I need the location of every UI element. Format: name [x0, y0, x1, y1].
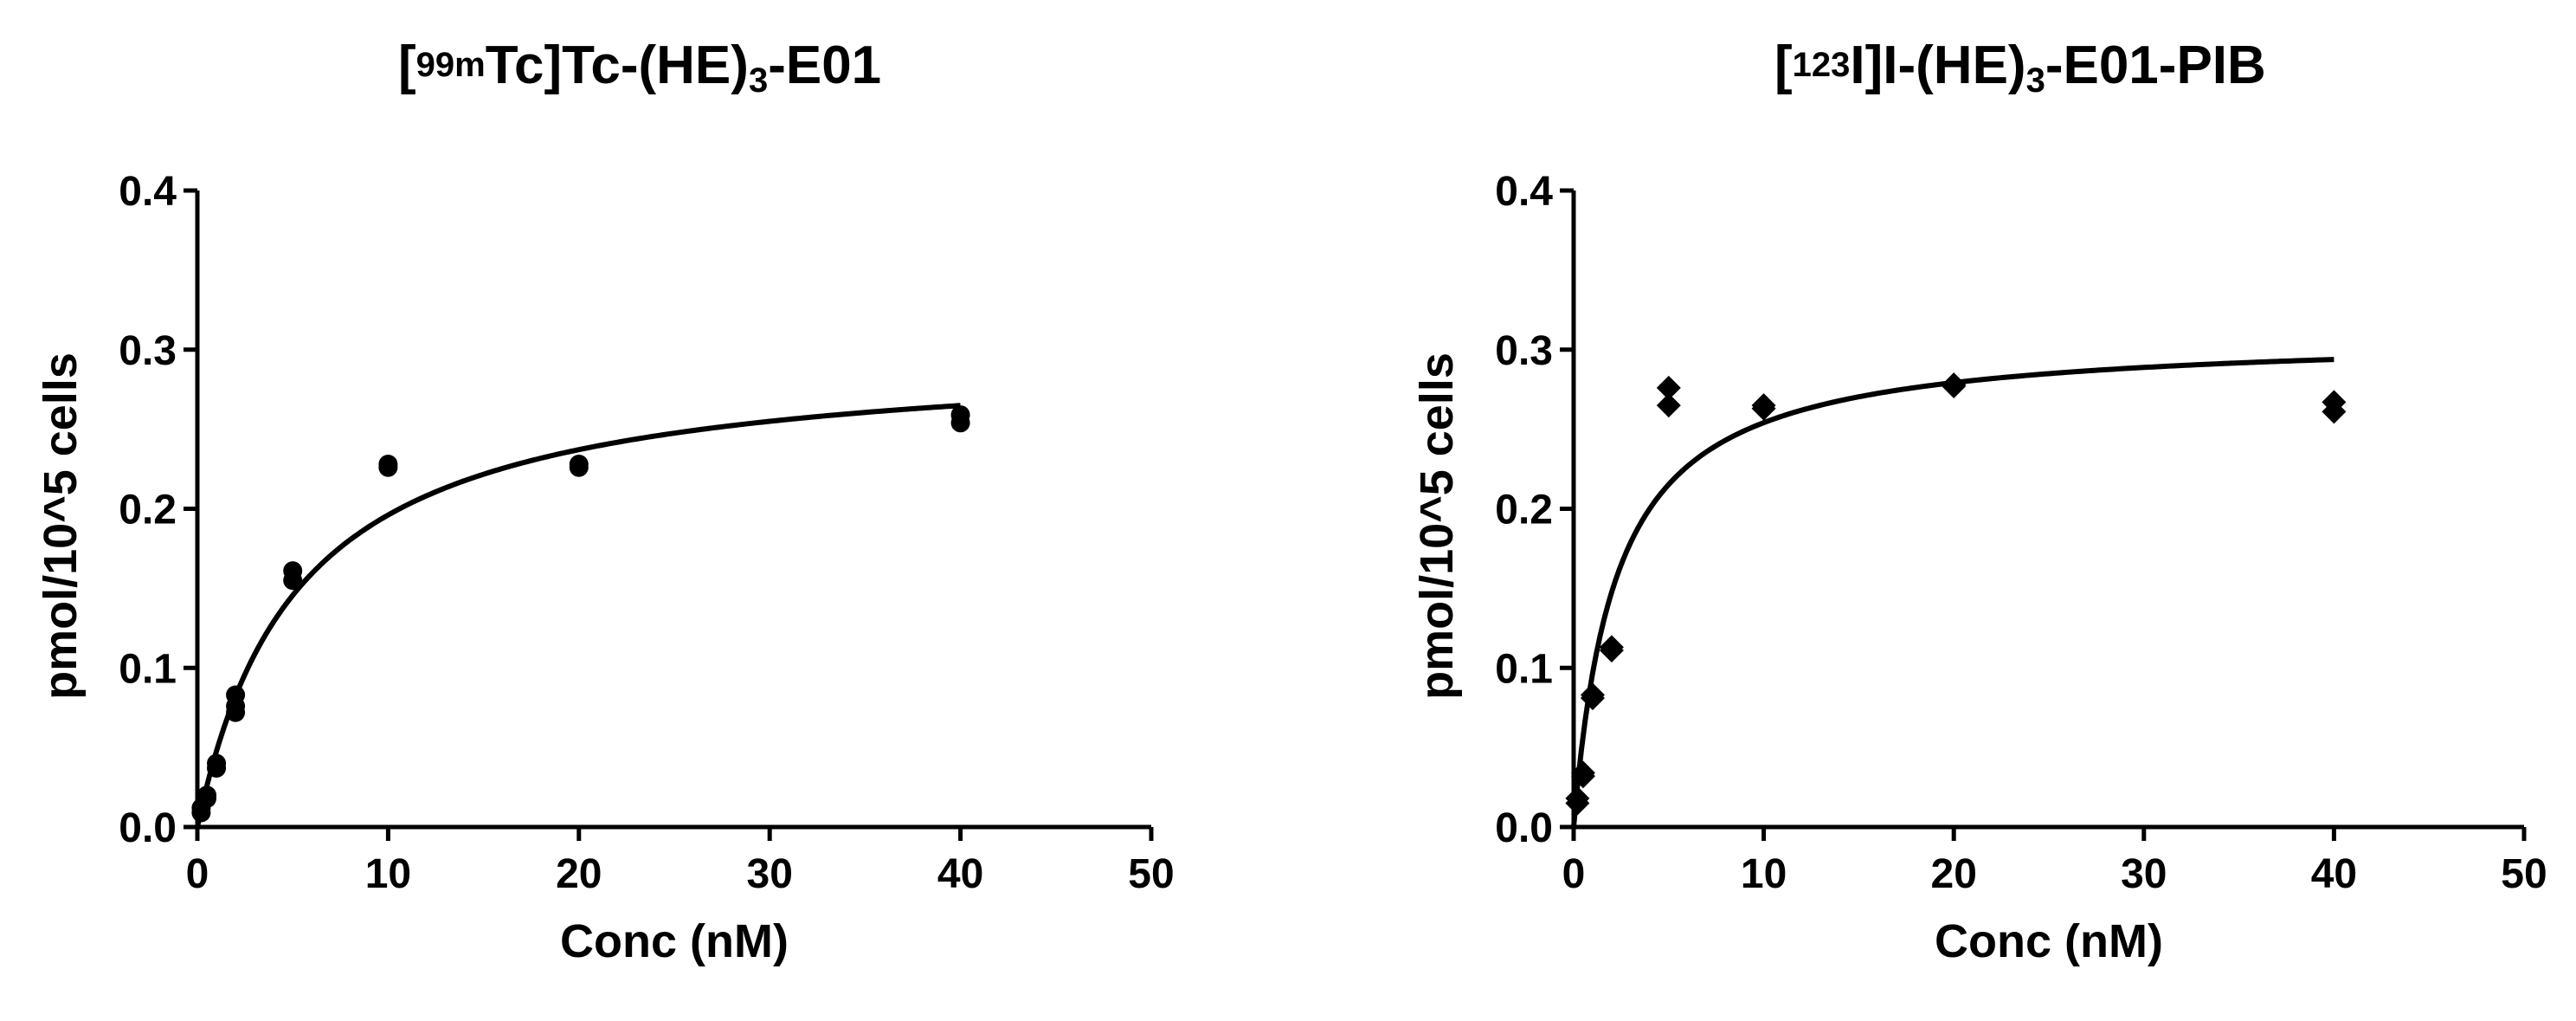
data-point-diamond: [1599, 635, 1624, 660]
title-main: I]I-(HE): [1850, 36, 2026, 95]
fit-curve: [195, 403, 961, 828]
y-tick-label: 0.4: [119, 169, 177, 215]
x-tick-label: 10: [1741, 851, 1787, 897]
x-axis-label: Conc (nM): [560, 915, 789, 967]
chart-panel-left: [99mTc]Tc-(HE)3-E01 0.0 0.1 0.2 0.3 0.4 0 10 20…: [0, 0, 1281, 1021]
y-tick-label: 0.4: [1495, 169, 1553, 215]
fit-curve: [1571, 357, 2334, 828]
y-tick-label: 0.3: [119, 328, 177, 374]
x-tick-label: 50: [2501, 851, 2547, 897]
y-tick-label: 0.2: [1495, 488, 1553, 533]
data-point-diamond: [1580, 682, 1605, 708]
chart-svg: 0.0 0.1 0.2 0.3 0.4 0 10 20 30 40 50 Conc (nM) pmol/…: [35, 169, 1175, 967]
x-tick-label: 40: [2311, 851, 2357, 897]
x-tick-label: 40: [937, 851, 983, 897]
x-tick-label: 0: [186, 851, 209, 897]
x-tick-label: 20: [1931, 851, 1977, 897]
data-point-circle: [197, 785, 217, 805]
data-point-diamond: [1570, 760, 1595, 785]
title-suffix: -E01: [768, 36, 882, 95]
title-prefix: [: [1774, 36, 1793, 95]
y-tick-label: 0.3: [1495, 328, 1553, 374]
x-tick-label: 0: [1562, 851, 1586, 897]
data-point-diamond: [1942, 372, 1967, 397]
y-axis-label: pmol/10^5 cells: [1411, 352, 1463, 700]
data-point-circle: [226, 685, 246, 705]
data-point-circle: [569, 455, 589, 475]
y-tick-label: 0.1: [119, 646, 177, 692]
data-point-diamond: [1656, 393, 1681, 418]
y-tick-label: 0.0: [1495, 805, 1553, 851]
x-tick-label: 30: [2121, 851, 2167, 897]
data-point-diamond: [1751, 393, 1776, 418]
title-superscript: 99m: [415, 46, 486, 84]
x-axis-label: Conc (nM): [1935, 915, 2163, 967]
chart-title: [123I]I-(HE)3-E01-PIB: [1774, 35, 2266, 100]
data-point-diamond: [2322, 390, 2347, 415]
chart-panel-right: [123I]I-(HE)3-E01-PIB 0.0 0.1 0.2 0.3 0.4 0 10…: [1298, 0, 2576, 1021]
y-tick-label: 0.2: [119, 488, 177, 533]
y-axis-label: pmol/10^5 cells: [35, 352, 87, 700]
y-tick-label: 0.0: [119, 805, 177, 851]
chart-title: [99mTc]Tc-(HE)3-E01: [398, 35, 882, 100]
data-point-circle: [207, 753, 227, 773]
chart-svg: 0.0 0.1 0.2 0.3 0.4 0 10 20 30 40 50 Conc (nM) pmol/…: [1411, 169, 2547, 967]
x-tick-label: 10: [365, 851, 411, 897]
x-tick-label: 20: [556, 851, 602, 897]
data-point-circle: [378, 455, 398, 475]
title-prefix: [: [398, 36, 416, 95]
title-subscript: 3: [2025, 61, 2045, 100]
title-subscript: 3: [748, 61, 769, 100]
x-tick-label: 30: [747, 851, 793, 897]
data-point-circle: [283, 561, 303, 581]
title-suffix: -E01-PIB: [2045, 36, 2266, 95]
title-superscript: 123: [1792, 46, 1851, 84]
data-point-diamond: [1656, 375, 1681, 400]
data-point-diamond: [1565, 785, 1590, 811]
y-tick-label: 0.1: [1495, 646, 1553, 692]
title-main: Tc]Tc-(HE): [485, 36, 749, 95]
data-point-circle: [950, 405, 970, 425]
x-tick-label: 50: [1128, 851, 1174, 897]
